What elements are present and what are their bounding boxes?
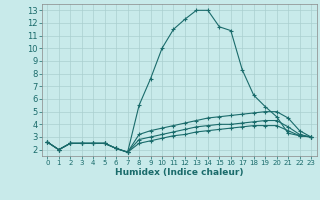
X-axis label: Humidex (Indice chaleur): Humidex (Indice chaleur) [115,168,244,177]
